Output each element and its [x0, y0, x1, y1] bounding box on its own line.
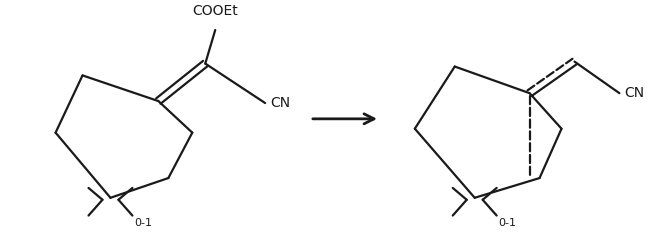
Text: 0-1: 0-1 [498, 218, 516, 227]
Text: COOEt: COOEt [193, 4, 238, 18]
Text: CN: CN [270, 96, 290, 110]
Text: CN: CN [624, 86, 645, 100]
Text: 0-1: 0-1 [134, 218, 152, 227]
